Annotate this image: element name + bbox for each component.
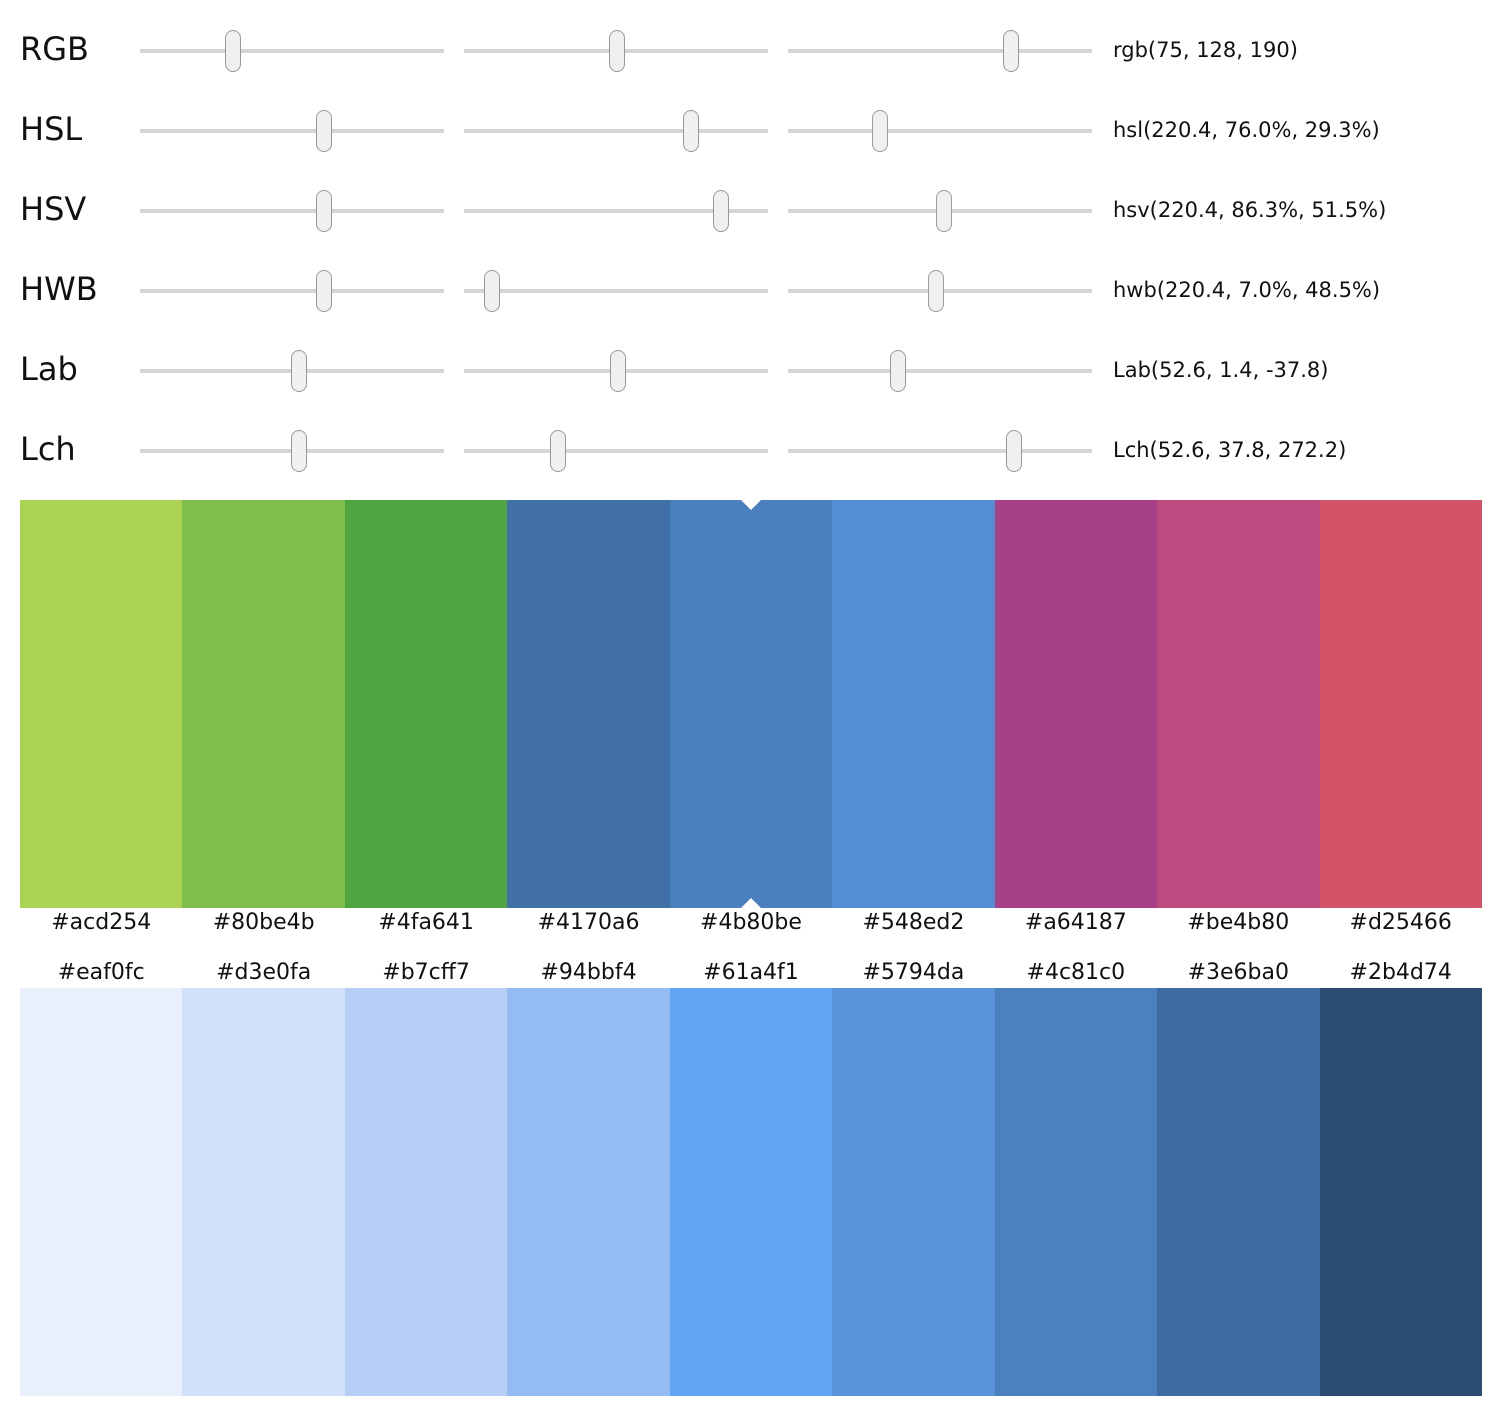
model-row-hwb: HWB hwb(220.4, 7.0%, 48.5%) <box>0 240 1501 320</box>
model-label: HSL <box>20 110 83 148</box>
swatch-hex-label: #a64187 <box>1024 910 1127 935</box>
color-swatch[interactable] <box>20 500 183 908</box>
model-row-lch: Lch Lch(52.6, 37.8, 272.2) <box>0 400 1501 480</box>
swatch-hex-label: #acd254 <box>51 910 152 935</box>
slider-thumb[interactable] <box>936 190 953 232</box>
slider-thumb[interactable] <box>682 110 699 152</box>
slider-track-rgb-0[interactable] <box>140 30 444 72</box>
swatch-hex-label: #61a4f1 <box>703 960 799 985</box>
slider-track-lab-1[interactable] <box>464 350 768 392</box>
selected-marker-top <box>740 500 761 510</box>
color-swatch[interactable] <box>182 500 345 908</box>
slider-thumb[interactable] <box>484 270 501 312</box>
model-label: RGB <box>20 30 89 68</box>
color-swatch[interactable] <box>507 988 670 1396</box>
swatch-hex-label: #548ed2 <box>862 910 965 935</box>
model-value-text: hsv(220.4, 86.3%, 51.5%) <box>1113 198 1387 222</box>
model-value-text: hsl(220.4, 76.0%, 29.3%) <box>1113 118 1380 142</box>
color-swatch[interactable] <box>20 988 183 1396</box>
slider-track-lch-2[interactable] <box>788 430 1092 472</box>
slider-track-lch-1[interactable] <box>464 430 768 472</box>
slider-track-lab-0[interactable] <box>140 350 444 392</box>
slider-track-hsl-1[interactable] <box>464 110 768 152</box>
color-swatch[interactable] <box>1319 988 1482 1396</box>
slider-track-hsv-2[interactable] <box>788 190 1092 232</box>
slider-track-lch-0[interactable] <box>140 430 444 472</box>
shade-palette <box>20 988 1482 1396</box>
slider-thumb[interactable] <box>712 190 729 232</box>
color-swatch[interactable] <box>507 500 670 908</box>
model-value-text: Lab(52.6, 1.4, -37.8) <box>1113 358 1329 382</box>
model-row-lab: Lab Lab(52.6, 1.4, -37.8) <box>0 320 1501 400</box>
slider-thumb[interactable] <box>608 30 625 72</box>
swatch-hex-label: #94bbf4 <box>540 960 637 985</box>
swatch-hex-label: #4fa641 <box>378 910 474 935</box>
swatch-hex-label: #5794da <box>862 960 965 985</box>
color-swatch[interactable] <box>1157 500 1320 908</box>
shade-labels: #eaf0fc #d3e0fa #b7cff7 #94bbf4 #61a4f1 #5794… <box>20 958 1482 988</box>
color-swatch[interactable] <box>1157 988 1320 1396</box>
model-value-text: Lch(52.6, 37.8, 272.2) <box>1113 438 1347 462</box>
slider-track-hwb-1[interactable] <box>464 270 768 312</box>
model-label: HSV <box>20 190 87 228</box>
slider-thumb[interactable] <box>291 350 308 392</box>
slider-thumb[interactable] <box>316 270 333 312</box>
swatch-hex-label: #d25466 <box>1349 910 1452 935</box>
swatch-hex-label: #4c81c0 <box>1026 960 1126 985</box>
model-label: HWB <box>20 270 98 308</box>
slider-track-hwb-0[interactable] <box>140 270 444 312</box>
model-row-rgb: RGB rgb(75, 128, 190) <box>0 0 1501 80</box>
slider-thumb[interactable] <box>224 30 241 72</box>
slider-track-hsl-0[interactable] <box>140 110 444 152</box>
color-swatch[interactable] <box>182 988 345 1396</box>
color-swatch[interactable] <box>344 988 508 1396</box>
swatch-hex-label: #80be4b <box>212 910 315 935</box>
color-swatch[interactable] <box>669 988 833 1396</box>
model-label: Lab <box>20 350 78 388</box>
slider-thumb[interactable] <box>291 430 308 472</box>
slider-track-lab-2[interactable] <box>788 350 1092 392</box>
swatch-hex-label: #eaf0fc <box>57 960 145 985</box>
color-swatch[interactable] <box>832 988 995 1396</box>
harmony-palette <box>20 500 1482 908</box>
swatch-hex-label: #d3e0fa <box>216 960 312 985</box>
slider-track-hsl-2[interactable] <box>788 110 1092 152</box>
slider-track-hwb-2[interactable] <box>788 270 1092 312</box>
color-swatch[interactable] <box>1319 500 1482 908</box>
harmony-labels: #acd254 #80be4b #4fa641 #4170a6 #4b80be #548e… <box>20 908 1482 938</box>
swatch-hex-label: #4170a6 <box>537 910 640 935</box>
swatch-hex-label: #b7cff7 <box>382 960 470 985</box>
swatch-hex-label: #be4b80 <box>1187 910 1290 935</box>
slider-thumb[interactable] <box>610 350 627 392</box>
slider-thumb[interactable] <box>316 190 333 232</box>
slider-thumb[interactable] <box>1005 430 1022 472</box>
color-swatch[interactable] <box>344 500 508 908</box>
model-label: Lch <box>20 430 76 468</box>
slider-track-hsv-0[interactable] <box>140 190 444 232</box>
slider-track-hsv-1[interactable] <box>464 190 768 232</box>
slider-track-rgb-2[interactable] <box>788 30 1092 72</box>
color-swatch[interactable] <box>832 500 995 908</box>
swatch-hex-label: #2b4d74 <box>1349 960 1452 985</box>
model-value-text: rgb(75, 128, 190) <box>1113 38 1298 62</box>
slider-thumb[interactable] <box>889 350 906 392</box>
model-row-hsl: HSL hsl(220.4, 76.0%, 29.3%) <box>0 80 1501 160</box>
slider-thumb[interactable] <box>927 270 944 312</box>
slider-thumb[interactable] <box>316 110 333 152</box>
selected-marker-bottom <box>740 898 761 908</box>
swatch-hex-label: #3e6ba0 <box>1187 960 1289 985</box>
model-value-text: hwb(220.4, 7.0%, 48.5%) <box>1113 278 1381 302</box>
slider-thumb[interactable] <box>1002 30 1019 72</box>
color-swatch[interactable] <box>994 500 1158 908</box>
slider-track-rgb-1[interactable] <box>464 30 768 72</box>
color-swatch[interactable] <box>669 500 833 908</box>
model-row-hsv: HSV hsv(220.4, 86.3%, 51.5%) <box>0 160 1501 240</box>
slider-thumb[interactable] <box>872 110 889 152</box>
swatch-hex-label: #4b80be <box>700 910 802 935</box>
color-swatch[interactable] <box>994 988 1158 1396</box>
slider-thumb[interactable] <box>549 430 566 472</box>
